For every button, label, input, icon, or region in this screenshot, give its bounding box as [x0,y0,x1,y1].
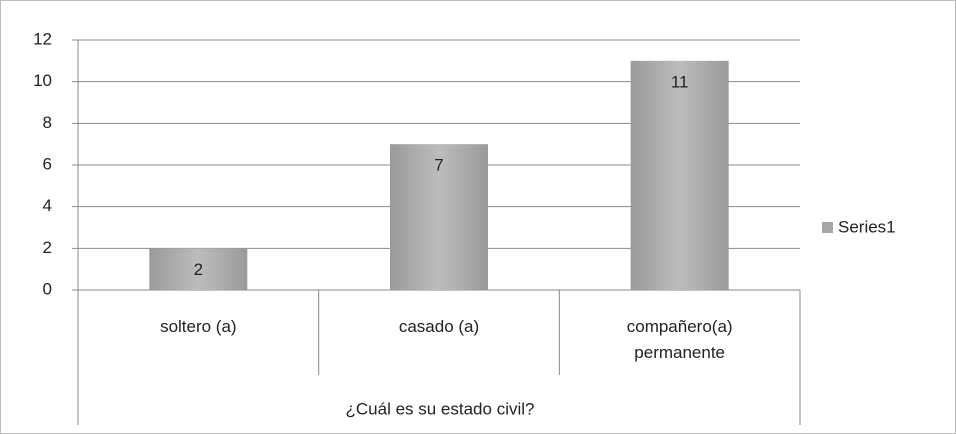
y-tick-label: 2 [43,238,52,257]
y-tick-label: 12 [33,29,52,48]
x-tick-label: casado (a) [398,317,480,336]
data-label: 2 [194,260,203,279]
x-tick-label: compañero(a) permanente [626,317,733,362]
legend-label: Series1 [838,217,896,236]
x-tick-label: soltero (a) [160,317,237,336]
y-tick-label: 8 [43,113,52,132]
y-tick-label: 10 [33,71,52,90]
data-label: 7 [434,156,443,175]
x-axis-title: ¿Cuál es su estado civil? [346,399,535,418]
y-tick-label: 0 [43,279,52,298]
y-tick-label: 4 [43,196,52,215]
y-tick-label: 6 [43,154,52,173]
bar [149,248,248,290]
legend-swatch [822,222,833,233]
data-label: 11 [671,72,689,91]
bar [630,60,729,291]
bar [390,144,488,290]
